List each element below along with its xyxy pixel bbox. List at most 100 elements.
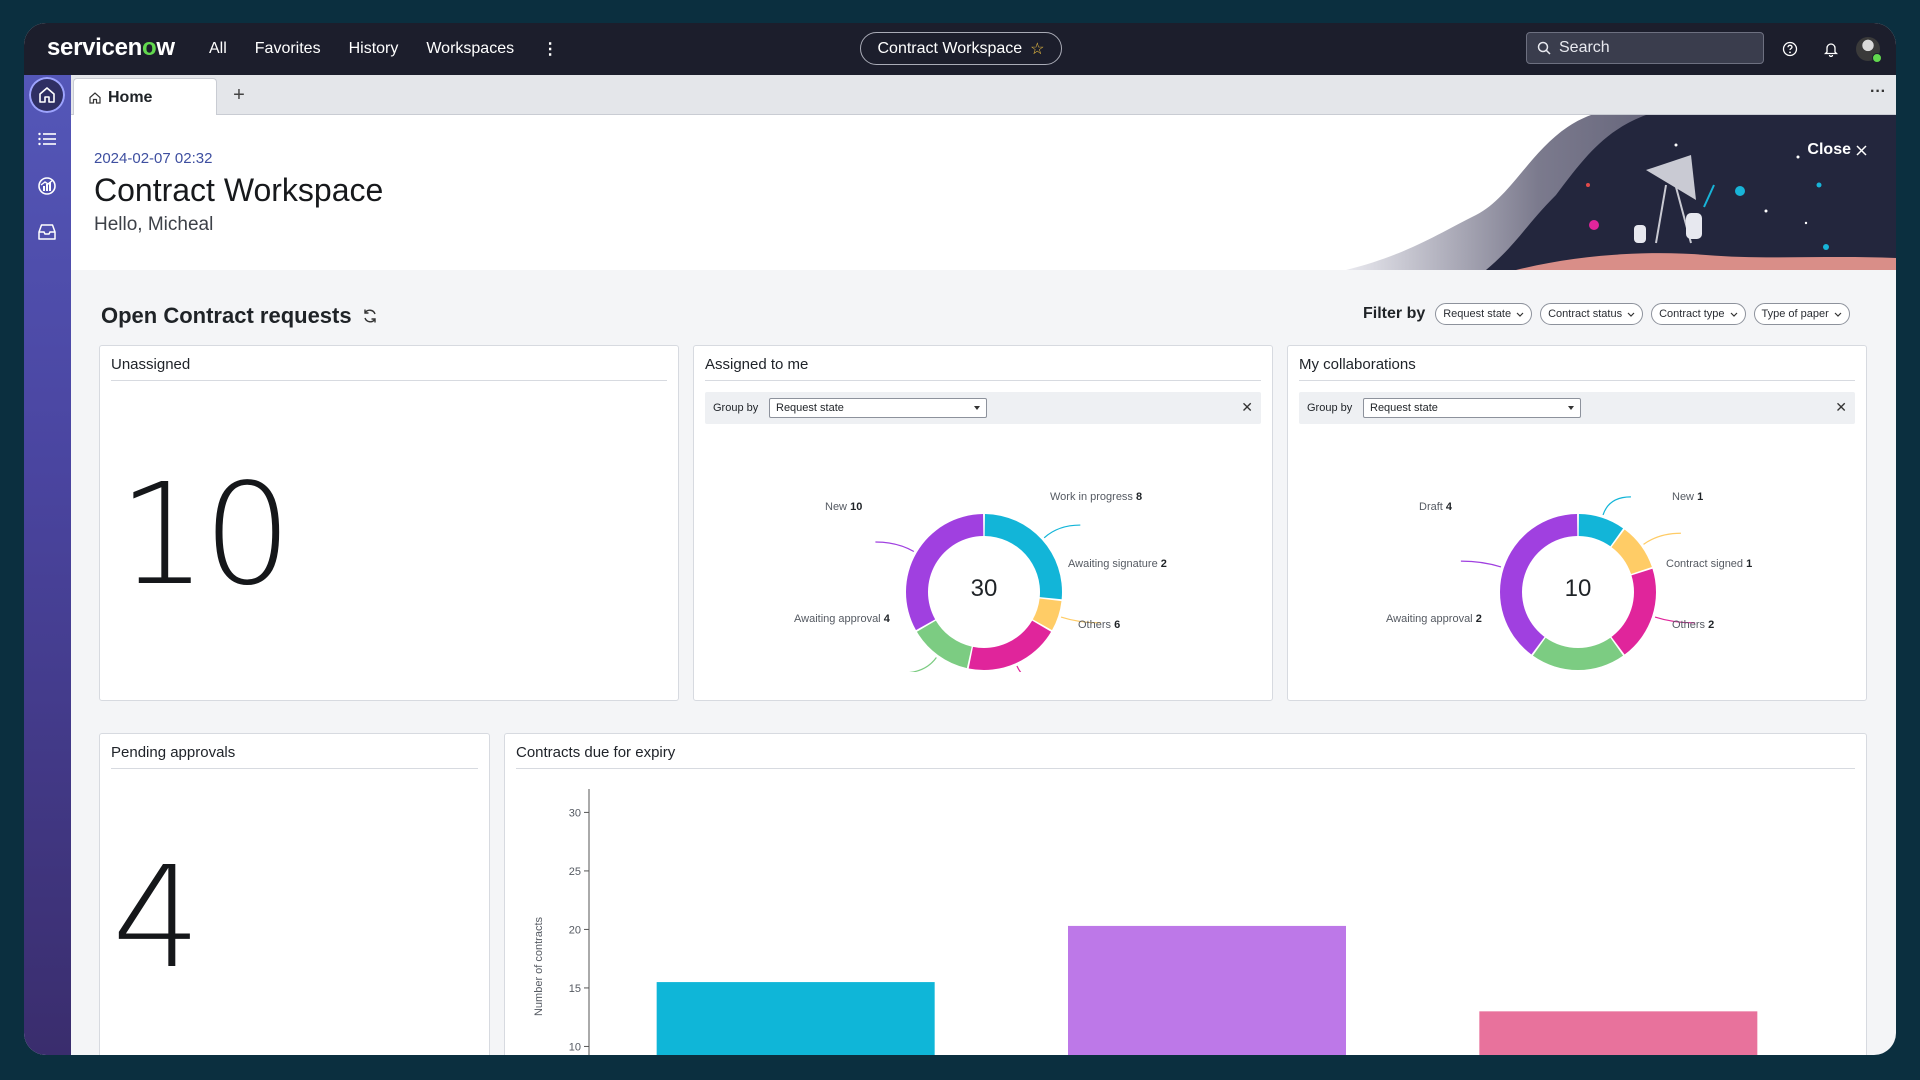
left-sidebar [24,75,71,1055]
group-by-select[interactable]: Request state [769,398,987,418]
card-divider [111,768,478,769]
group-by-value: Request state [1370,402,1438,414]
filter-type-of-paper[interactable]: Type of paper [1753,303,1850,325]
header-illustration [1346,115,1896,270]
search-icon [1537,41,1551,55]
clear-group-by-icon[interactable]: ✕ [1835,399,1847,415]
dropdown-caret-icon [1568,406,1574,410]
donut-leader-line [1602,496,1631,516]
card-title: Contracts due for expiry [516,744,676,761]
group-by-label: Group by [1307,402,1353,414]
donut-leader-line [1654,616,1696,624]
filter-bar: Filter by Request state Contract status … [1363,303,1850,325]
legend-label-awaiting-approval: Awaiting approval 4 [794,613,890,625]
legend-label-draft: Draft 4 [1419,501,1453,513]
donut-segment-new[interactable] [906,514,984,631]
section-title-text: Open Contract requests [101,303,352,328]
legend-label-new: New 1 [1672,491,1704,503]
nav-workspaces[interactable]: Workspaces [426,40,515,57]
close-header-label: Close [1807,141,1851,158]
donut-segment-draft[interactable] [1500,514,1578,655]
legend-label-work-in-progress: Work in progress 8 [1050,491,1143,503]
refresh-icon[interactable] [362,308,378,324]
donut-segment-others[interactable] [968,620,1052,670]
favorite-star-icon[interactable]: ☆ [1030,40,1045,58]
y-tick-label: 15 [569,983,581,995]
unassigned-count: 10 [118,454,292,617]
filter-request-state[interactable]: Request state [1435,303,1533,325]
group-by-bar: Group by Request state ✕ [1299,392,1855,424]
add-tab-button[interactable]: + [233,83,245,106]
donut-leader-line [1643,532,1681,545]
nav-all[interactable]: All [209,40,227,57]
filter-type-of-paper-label: Type of paper [1761,308,1829,320]
expiry-bar[interactable] [1068,925,1346,1055]
top-bar: servicenow All Favorites History Workspa… [24,23,1896,75]
donut-leader-line [1460,560,1502,568]
donut-segment-new[interactable] [1578,514,1624,547]
sidebar-inbox-icon[interactable] [29,214,65,250]
card-unassigned[interactable]: Unassigned 10 [99,345,679,701]
sidebar-list-icon[interactable] [29,121,65,157]
expiry-bar[interactable] [1479,1011,1758,1055]
donut-leader-line [1016,665,1022,672]
close-header-button[interactable]: Close [1807,141,1867,159]
card-divider [111,380,667,381]
donut-segment-work-in-progress[interactable] [984,514,1062,600]
card-pending-approvals[interactable]: Pending approvals 4 [99,733,490,1055]
expiry-bar[interactable] [656,982,935,1055]
expiry-bar-chart: 10 15 20 25 30 Number of contracts [533,789,1758,1055]
donut-segment-awaiting-approval[interactable] [916,620,972,669]
card-title: Assigned to me [705,356,809,373]
chevron-down-icon [1730,312,1737,317]
group-by-select[interactable]: Request state [1363,398,1581,418]
global-search-input[interactable]: Search [1526,32,1764,64]
nav-more-icon[interactable]: ⋮ [542,41,559,58]
donut-segment-others[interactable] [1611,568,1656,655]
filter-contract-status-label: Contract status [1548,308,1623,320]
assigned-donut-chart [875,514,1102,672]
filter-contract-status[interactable]: Contract status [1540,303,1644,325]
donut-segment-awaiting-signature[interactable] [1032,598,1062,631]
search-placeholder: Search [1559,39,1610,56]
card-my-collaborations[interactable]: My collaborations Group by Request state… [1287,345,1867,701]
chevron-down-icon [1834,312,1842,317]
donut-leader-line [1043,524,1081,539]
tab-overflow-icon[interactable]: ··· [1870,83,1886,100]
card-title: Unassigned [111,356,191,373]
legend-label-awaiting-approval: Awaiting approval 2 [1386,613,1482,625]
y-tick-label: 30 [569,807,581,819]
filter-contract-type[interactable]: Contract type [1651,303,1746,325]
donut-leader-line [1060,616,1102,624]
workspace-pill[interactable]: Contract Workspace ☆ [860,32,1062,65]
group-by-value: Request state [776,402,844,414]
donut-segment-awaiting-approval[interactable] [1532,637,1624,670]
notifications-bell-icon[interactable] [1820,38,1842,60]
pending-approvals-count: 4 [112,837,201,1000]
nav-favorites[interactable]: Favorites [254,40,321,57]
sidebar-home-icon[interactable] [29,77,65,113]
user-avatar[interactable] [1856,37,1882,63]
tab-bar: Home + ··· [71,75,1896,116]
group-by-bar: Group by Request state ✕ [705,392,1261,424]
card-divider [516,768,1855,769]
nav-history[interactable]: History [348,40,399,57]
donut-segment-contract-signed[interactable] [1611,529,1652,575]
legend-label-others: Others 6 [1078,619,1121,631]
collab-total: 10 [1564,575,1592,602]
clear-group-by-icon[interactable]: ✕ [1241,399,1253,415]
greeting-text: Hello, Micheal [94,214,214,235]
card-divider [1299,380,1855,381]
sidebar-analytics-icon[interactable] [29,168,65,204]
app-window: servicenow All Favorites History Workspa… [24,23,1896,1055]
home-tab-icon [89,91,101,104]
card-assigned-to-me[interactable]: Assigned to me Group by Request state ✕ … [693,345,1273,701]
card-contracts-due-for-expiry[interactable]: Contracts due for expiry 10 15 20 25 30 Numbe… [504,733,1867,1055]
servicenow-logo[interactable]: servicenow [47,34,175,61]
section-title: Open Contract requests [101,303,378,329]
page-title: Contract Workspace [94,172,384,208]
help-icon[interactable] [1779,38,1801,60]
dropdown-caret-icon [974,406,980,410]
tab-home[interactable]: Home [73,78,217,116]
collab-donut-chart [1460,496,1696,670]
